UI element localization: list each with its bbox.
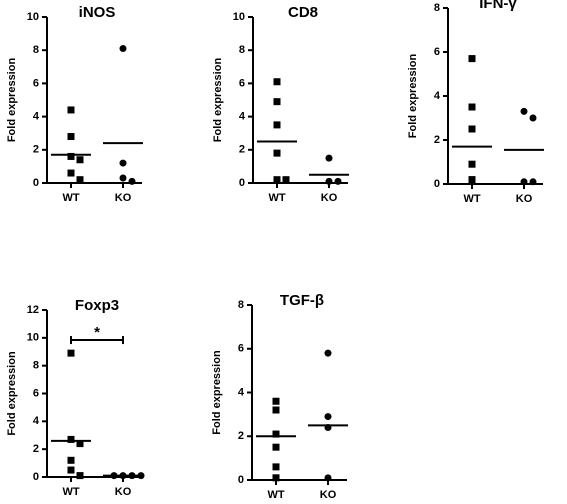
- y-tick-label: 4: [239, 111, 246, 123]
- y-tick-label: 8: [238, 299, 244, 311]
- y-tick-label: 10: [27, 11, 39, 23]
- data-point: [273, 176, 281, 184]
- data-point: [119, 174, 127, 182]
- data-point: [324, 474, 332, 482]
- y-tick-label: 8: [33, 44, 39, 56]
- data-point: [272, 397, 280, 405]
- y-axis-label: Fold expression: [6, 351, 18, 436]
- data-point: [325, 177, 333, 185]
- y-tick-label: 8: [434, 2, 440, 14]
- data-point: [76, 472, 84, 480]
- x-tick-label: WT: [62, 486, 79, 498]
- data-point: [273, 149, 281, 157]
- data-point: [273, 78, 281, 86]
- y-tick-label: 6: [33, 387, 39, 399]
- y-tick-label: 2: [239, 144, 245, 156]
- data-point: [272, 430, 280, 438]
- x-tick-label: KO: [115, 486, 132, 498]
- x-tick-label: KO: [320, 489, 337, 501]
- y-tick-label: 6: [434, 46, 440, 58]
- y-tick-label: 6: [239, 77, 245, 89]
- data-point: [272, 463, 280, 471]
- data-point: [67, 133, 75, 141]
- data-point: [273, 98, 281, 106]
- y-tick-label: 2: [33, 144, 39, 156]
- data-point: [325, 154, 333, 162]
- data-point: [76, 156, 84, 164]
- y-tick-label: 6: [238, 343, 244, 355]
- data-point: [520, 178, 528, 186]
- data-point: [119, 45, 127, 53]
- data-point: [282, 176, 290, 184]
- x-tick-label: KO: [115, 192, 132, 204]
- data-point: [324, 349, 332, 357]
- data-point: [468, 125, 476, 133]
- data-point: [67, 456, 75, 464]
- x-tick-label: KO: [516, 193, 533, 205]
- x-tick-label: WT: [463, 193, 480, 205]
- y-tick-label: 8: [33, 360, 39, 372]
- data-point: [67, 106, 75, 114]
- data-point: [119, 159, 127, 167]
- data-point: [324, 413, 332, 421]
- chart-title: iNOS: [79, 4, 116, 21]
- y-tick-label: 2: [33, 443, 39, 455]
- y-tick-label: 4: [33, 111, 40, 123]
- data-point: [272, 474, 280, 482]
- y-tick-label: 10: [27, 332, 39, 344]
- data-point: [67, 169, 75, 177]
- data-point: [468, 176, 476, 184]
- data-point: [67, 466, 75, 474]
- y-axis-label: Fold expression: [211, 350, 223, 435]
- data-point: [520, 107, 528, 115]
- data-point: [272, 443, 280, 451]
- y-tick-label: 2: [238, 430, 244, 442]
- x-tick-label: WT: [268, 192, 285, 204]
- data-point: [529, 178, 537, 186]
- y-tick-label: 8: [239, 44, 245, 56]
- data-point: [529, 114, 537, 122]
- y-tick-label: 4: [434, 90, 441, 102]
- chart-title: IFN-γ: [479, 0, 517, 12]
- y-tick-label: 6: [33, 77, 39, 89]
- y-tick-label: 0: [33, 471, 39, 483]
- x-tick-label: WT: [267, 489, 284, 501]
- data-point: [468, 160, 476, 168]
- y-tick-label: 2: [434, 134, 440, 146]
- data-point: [468, 55, 476, 63]
- chart-title: CD8: [288, 4, 318, 21]
- chart-title: TGF-β: [280, 292, 324, 309]
- y-axis-label: Fold expression: [407, 54, 419, 139]
- data-point: [128, 177, 136, 185]
- data-point: [76, 440, 84, 448]
- significance-label: *: [94, 324, 100, 341]
- chart-title: Foxp3: [75, 297, 119, 314]
- data-point: [76, 176, 84, 184]
- data-point: [67, 152, 75, 160]
- y-tick-label: 10: [233, 11, 245, 23]
- y-tick-label: 4: [238, 386, 245, 398]
- data-point: [272, 406, 280, 414]
- x-tick-label: KO: [321, 192, 338, 204]
- y-tick-label: 12: [27, 304, 39, 316]
- data-point: [273, 121, 281, 129]
- y-tick-label: 0: [239, 177, 245, 189]
- y-tick-label: 0: [33, 177, 39, 189]
- y-axis-label: Fold expression: [212, 58, 224, 143]
- data-point: [67, 349, 75, 357]
- y-tick-label: 0: [434, 178, 440, 190]
- y-axis-label: Fold expression: [6, 58, 18, 143]
- data-point: [468, 103, 476, 111]
- y-tick-label: 0: [238, 474, 244, 486]
- y-tick-label: 4: [33, 415, 40, 427]
- data-point: [67, 435, 75, 443]
- x-tick-label: WT: [62, 192, 79, 204]
- data-point: [334, 177, 342, 185]
